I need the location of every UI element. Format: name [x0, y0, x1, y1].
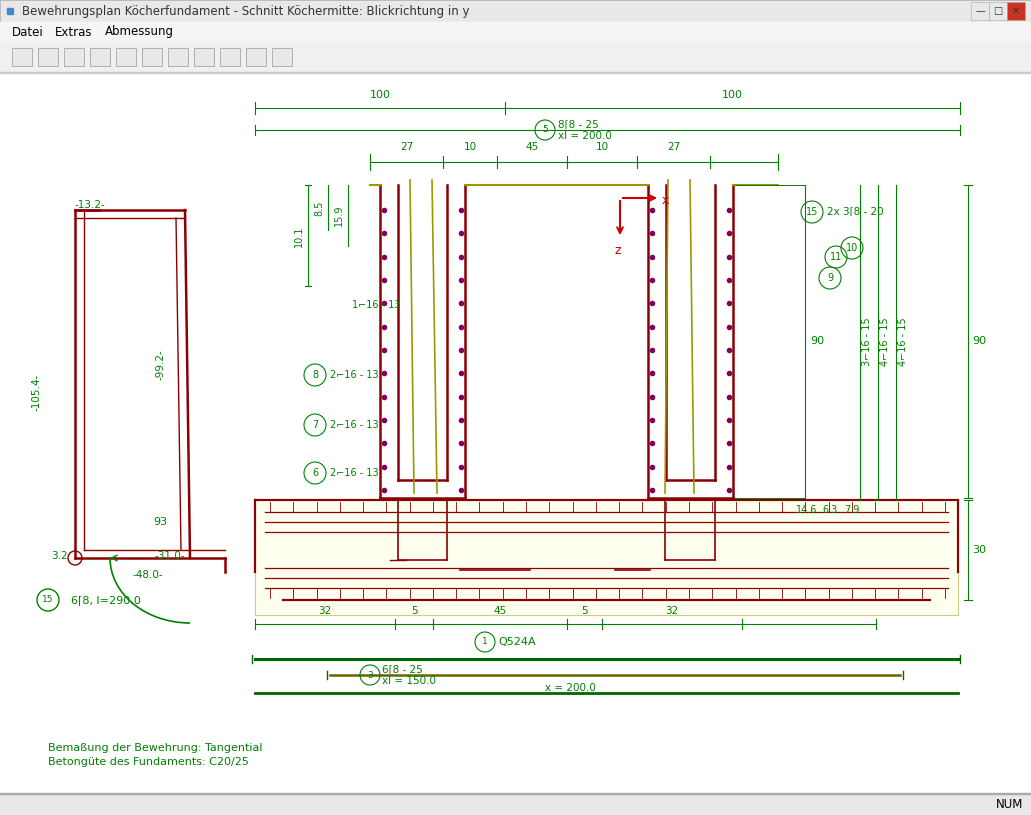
Text: 27: 27	[400, 142, 413, 152]
Text: 3: 3	[367, 671, 373, 680]
Bar	[142, 48, 162, 66]
Bar	[64, 48, 84, 66]
Text: 3.2: 3.2	[52, 551, 68, 561]
Bar	[1007, 2, 1025, 20]
Bar	[0, 793, 1031, 794]
Text: 3⌐16 - 15: 3⌐16 - 15	[862, 318, 872, 366]
Bar	[255, 500, 958, 615]
Text: 9: 9	[827, 273, 833, 283]
Text: 1: 1	[483, 637, 488, 646]
Text: 6: 6	[312, 468, 318, 478]
Text: ✕: ✕	[1012, 6, 1020, 16]
Text: 15.9: 15.9	[334, 205, 344, 226]
Text: 10: 10	[596, 142, 608, 152]
Text: 4⌐16 - 15: 4⌐16 - 15	[880, 318, 890, 366]
Text: 7: 7	[311, 420, 319, 430]
Text: 100: 100	[722, 90, 742, 100]
Bar	[246, 48, 266, 66]
Text: 14.6: 14.6	[796, 505, 818, 515]
Text: -31.0-: -31.0-	[155, 551, 186, 561]
Text: 4⌐16 - 15: 4⌐16 - 15	[898, 318, 908, 366]
Text: xl = 200.0: xl = 200.0	[558, 131, 611, 141]
Text: Betongüte des Fundaments: C20/25: Betongüte des Fundaments: C20/25	[48, 757, 248, 767]
Text: 10: 10	[845, 243, 858, 253]
Text: 11: 11	[830, 252, 842, 262]
Bar	[117, 48, 136, 66]
Text: 5: 5	[410, 606, 418, 616]
Text: x: x	[662, 194, 669, 207]
Text: 2⌐16 - 13: 2⌐16 - 13	[330, 420, 378, 430]
Text: 30: 30	[972, 545, 986, 555]
Text: 45: 45	[494, 606, 506, 616]
Text: 90: 90	[810, 336, 824, 346]
Text: Extras: Extras	[55, 25, 93, 38]
Text: -13.2-: -13.2-	[74, 200, 105, 210]
Text: □: □	[994, 6, 1002, 16]
Text: z: z	[614, 244, 622, 257]
Text: 2x 3⌈8 - 20: 2x 3⌈8 - 20	[827, 207, 884, 217]
Bar	[220, 48, 240, 66]
Text: —: —	[975, 6, 985, 16]
Bar	[12, 48, 32, 66]
Text: Q524A: Q524A	[498, 637, 536, 647]
Text: 7.9: 7.9	[844, 505, 860, 515]
Text: 15: 15	[42, 596, 54, 605]
Text: -105.4-: -105.4-	[31, 373, 41, 411]
Text: 6⌈8 - 25: 6⌈8 - 25	[383, 665, 423, 675]
Text: 93: 93	[153, 517, 167, 527]
Text: -99.2-: -99.2-	[155, 350, 165, 381]
Text: 27: 27	[667, 142, 680, 152]
Text: Datei: Datei	[12, 25, 43, 38]
Text: 2⌐16 - 13: 2⌐16 - 13	[330, 468, 378, 478]
Bar	[989, 2, 1007, 20]
Text: 32: 32	[665, 606, 678, 616]
Bar	[0, 42, 1031, 72]
Text: 6⌈8, l=290.0: 6⌈8, l=290.0	[64, 595, 141, 605]
Text: 5: 5	[580, 606, 588, 616]
Text: 32: 32	[319, 606, 332, 616]
Text: 10.1: 10.1	[294, 225, 304, 247]
Text: 45: 45	[526, 142, 538, 152]
Text: xl = 150.0: xl = 150.0	[383, 676, 436, 686]
Bar	[272, 48, 292, 66]
Bar	[0, 793, 1031, 815]
Text: 1⌐16 - 13: 1⌐16 - 13	[352, 300, 400, 310]
Text: Abmessung: Abmessung	[105, 25, 174, 38]
Bar	[0, 0, 1031, 22]
Text: 10: 10	[464, 142, 476, 152]
Text: 5: 5	[542, 126, 547, 134]
Text: Bemaßung der Bewehrung: Tangential: Bemaßung der Bewehrung: Tangential	[48, 743, 263, 753]
Bar	[971, 2, 989, 20]
Text: x = 200.0: x = 200.0	[544, 683, 596, 693]
Bar	[0, 0, 1031, 22]
Bar	[90, 48, 110, 66]
Text: 6.3: 6.3	[823, 505, 837, 515]
Bar	[194, 48, 214, 66]
Text: NUM: NUM	[996, 798, 1023, 810]
Text: 100: 100	[369, 90, 391, 100]
Bar	[0, 72, 1031, 73]
Text: 8: 8	[312, 370, 318, 380]
Bar	[0, 73, 1031, 793]
Bar	[0, 22, 1031, 42]
Text: 2⌐16 - 13: 2⌐16 - 13	[330, 370, 378, 380]
Text: 15: 15	[806, 207, 819, 217]
Text: 8⌈8 - 25: 8⌈8 - 25	[558, 120, 599, 130]
Text: 8.5: 8.5	[314, 200, 324, 216]
Text: Bewehrungsplan Köcherfundament - Schnitt Köchermitte: Blickrichtung in y: Bewehrungsplan Köcherfundament - Schnitt…	[22, 5, 469, 17]
Bar	[38, 48, 58, 66]
Text: 90: 90	[972, 336, 986, 346]
Text: -48.0-: -48.0-	[133, 570, 163, 580]
Bar	[168, 48, 188, 66]
